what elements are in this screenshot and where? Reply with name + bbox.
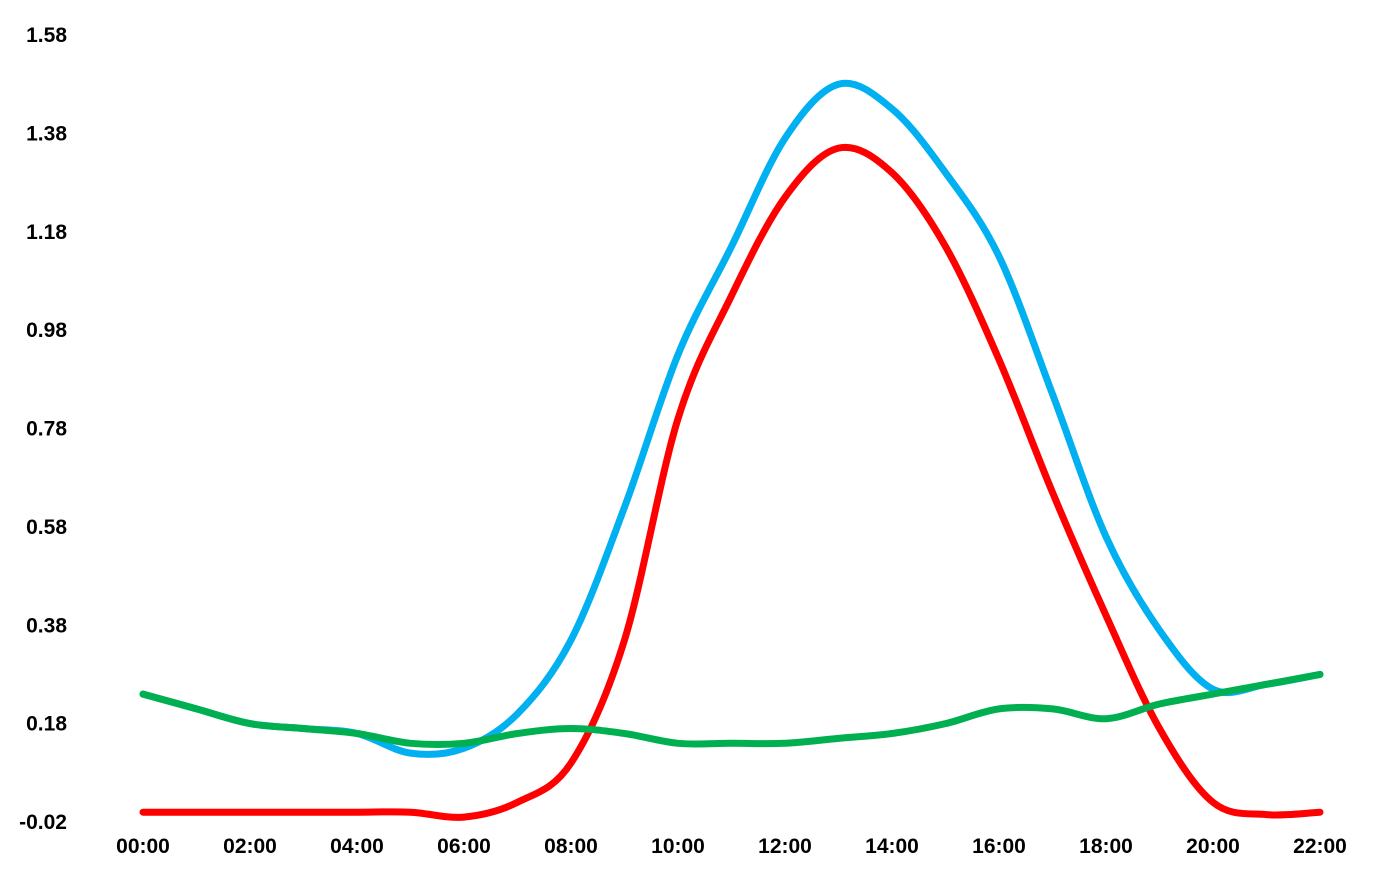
y-tick-label: 0.38 xyxy=(26,614,67,637)
x-tick-label: 06:00 xyxy=(437,835,491,858)
x-tick-label: 14:00 xyxy=(865,835,919,858)
x-tick-label: 22:00 xyxy=(1293,835,1347,858)
series-line-2 xyxy=(139,670,1324,748)
x-tick-label: 20:00 xyxy=(1186,835,1240,858)
x-tick-label: 04:00 xyxy=(330,835,384,858)
x-tick-label: 16:00 xyxy=(972,835,1026,858)
series-line-1 xyxy=(139,143,1324,821)
x-tick-label: 12:00 xyxy=(758,835,812,858)
series-line-0 xyxy=(139,79,1324,758)
series-lines xyxy=(139,79,1324,821)
x-tick-label: 02:00 xyxy=(223,835,277,858)
x-tick-label: 00:00 xyxy=(116,835,170,858)
y-tick-label: 1.58 xyxy=(26,24,67,47)
x-tick-label: 18:00 xyxy=(1079,835,1133,858)
y-tick-label: -0.02 xyxy=(19,811,67,834)
y-tick-label: 0.58 xyxy=(26,516,67,539)
y-tick-label: 1.18 xyxy=(26,221,67,244)
y-tick-label: 0.78 xyxy=(26,418,67,441)
x-tick-label: 10:00 xyxy=(651,835,705,858)
x-tick-label: 08:00 xyxy=(544,835,598,858)
y-tick-label: 0.98 xyxy=(26,319,67,342)
y-axis-ticks: -0.02 0.18 0.38 0.58 0.78 0.98 1.18 1.38 1.58 xyxy=(19,24,67,834)
y-tick-label: 1.38 xyxy=(26,122,67,145)
x-axis-ticks: 00:00 02:00 04:00 06:00 08:00 10:00 12:00 14:00… xyxy=(116,835,1347,858)
y-tick-label: 0.18 xyxy=(26,713,67,736)
